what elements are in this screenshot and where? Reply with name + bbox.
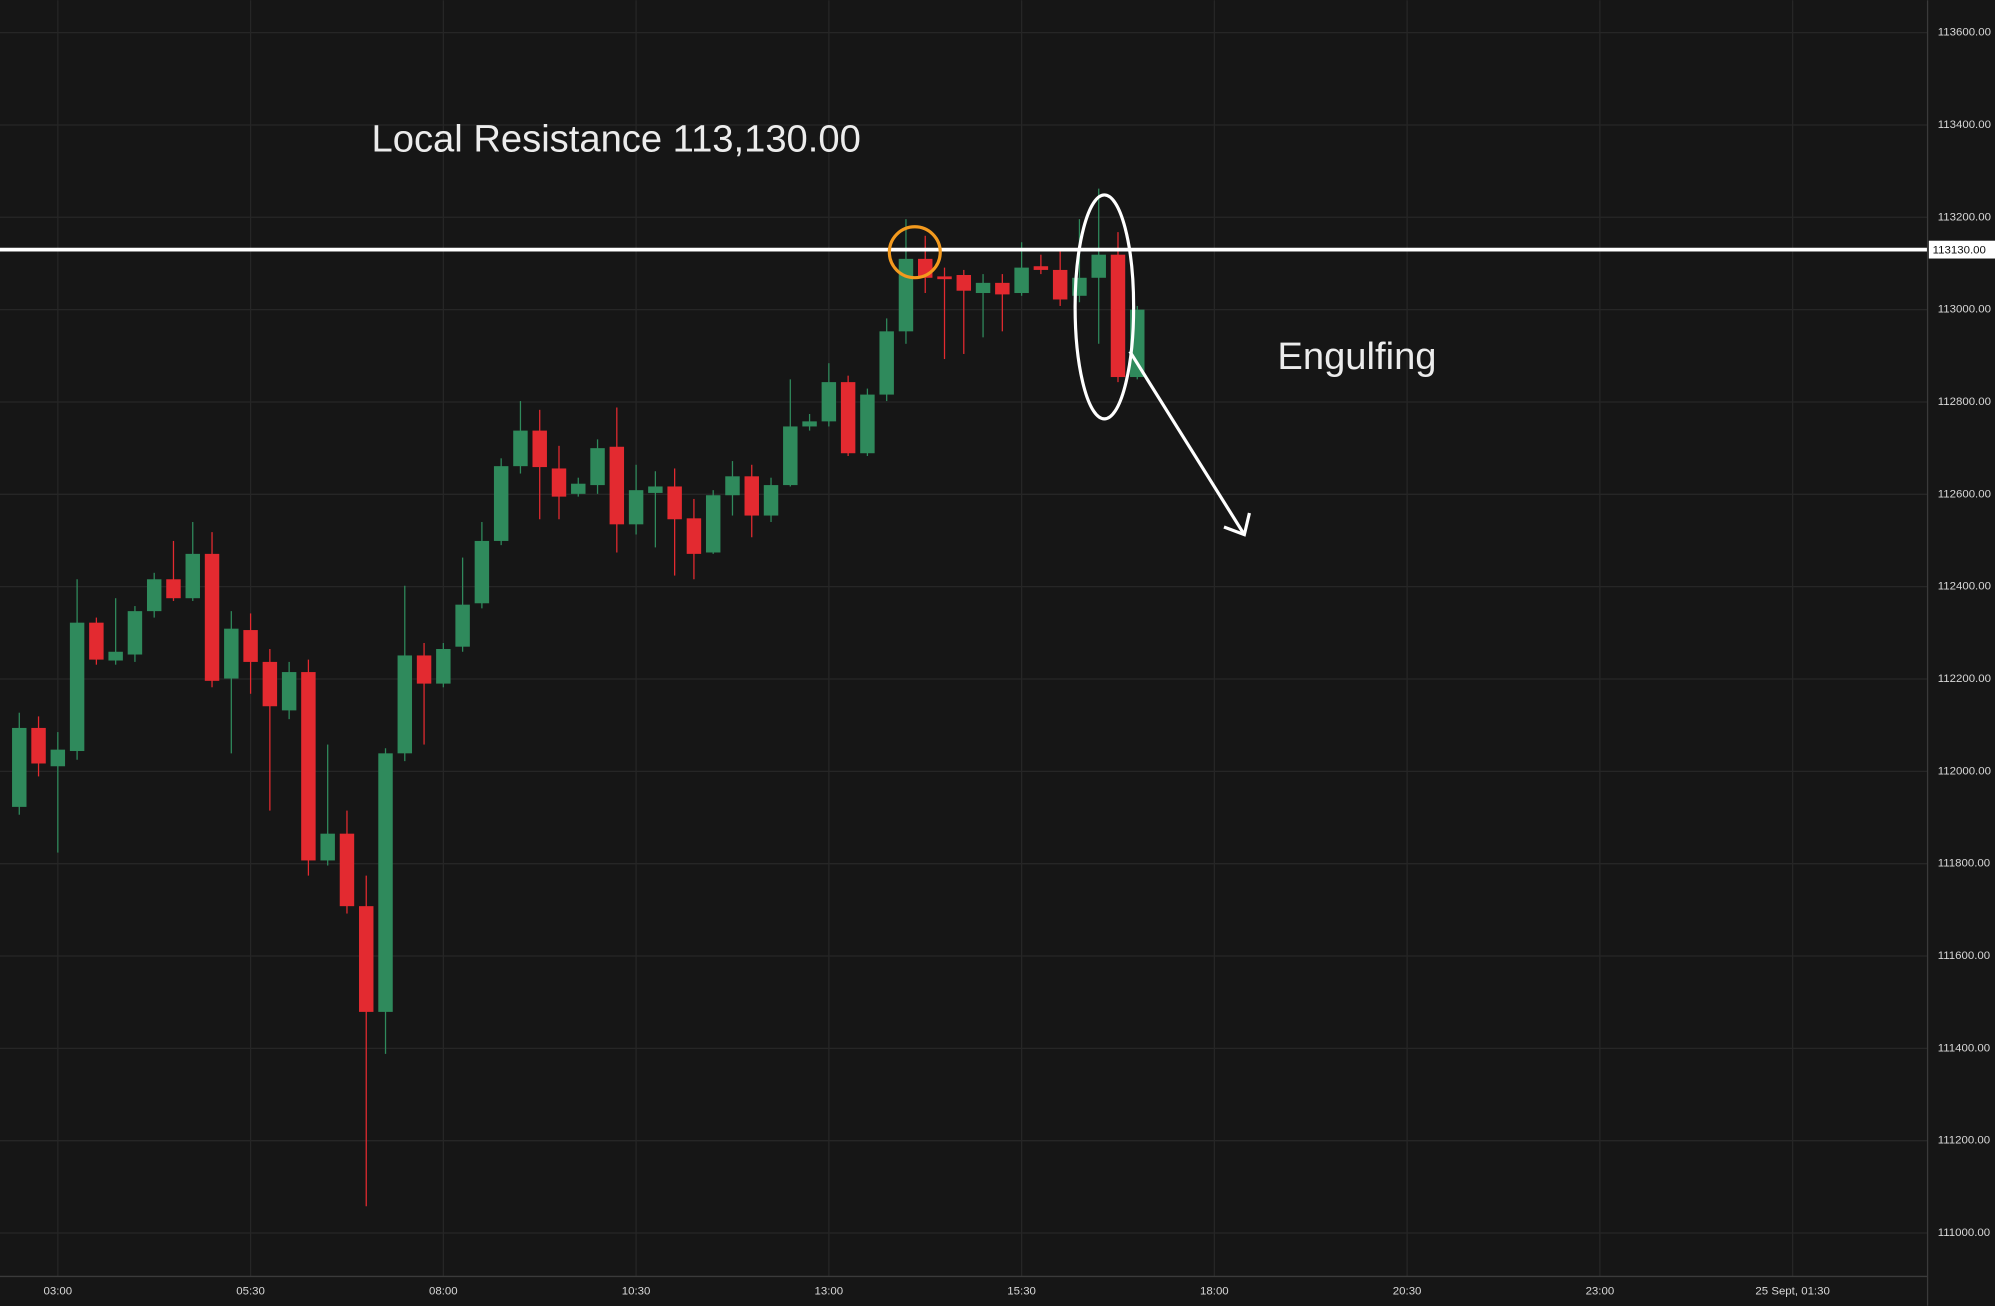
y-tick-label: 111400.00 bbox=[1938, 1042, 1990, 1054]
x-tick-label: 25 Sept, 01:30 bbox=[1755, 1286, 1829, 1298]
y-tick-label: 111600.00 bbox=[1938, 950, 1990, 962]
candle-body bbox=[436, 648, 451, 684]
candle-body bbox=[744, 476, 759, 516]
candle-body bbox=[89, 622, 104, 660]
y-tick-label: 112400.00 bbox=[1938, 581, 1991, 593]
arrow-head bbox=[1223, 512, 1251, 537]
candle-body bbox=[185, 553, 200, 599]
x-tick-label: 05:30 bbox=[236, 1286, 265, 1298]
y-tick-label: 112800.00 bbox=[1938, 396, 1991, 408]
chart-title: Local Resistance 113,130.00 bbox=[372, 118, 861, 161]
candle-body bbox=[513, 430, 528, 467]
price-label-box bbox=[1928, 240, 1995, 259]
candle-body bbox=[493, 466, 509, 541]
candle-body bbox=[127, 611, 143, 655]
candle-body bbox=[879, 331, 894, 395]
arrow-shaft bbox=[1128, 350, 1246, 536]
candle-body bbox=[956, 275, 972, 291]
candle-body bbox=[995, 282, 1010, 295]
candle-body bbox=[821, 382, 837, 422]
grid bbox=[0, 0, 1928, 1277]
y-tick-label: 111200.00 bbox=[1938, 1135, 1990, 1147]
candle-body bbox=[320, 833, 335, 861]
candle-body bbox=[648, 486, 663, 493]
y-tick-label: 112200.00 bbox=[1938, 673, 1991, 685]
candle-body bbox=[1014, 267, 1029, 294]
price-label: 113130.00 bbox=[1933, 244, 1986, 256]
candle-body bbox=[725, 476, 740, 496]
candle-body bbox=[1110, 254, 1126, 378]
highlight-circle bbox=[887, 225, 942, 280]
y-tick-label: 113400.00 bbox=[1938, 119, 1991, 131]
candle-body bbox=[802, 421, 817, 427]
candle-body bbox=[31, 727, 46, 764]
candle-body bbox=[301, 672, 316, 861]
candle-body bbox=[166, 579, 181, 599]
candle-body bbox=[898, 258, 914, 332]
candle-body bbox=[763, 485, 779, 516]
x-tick-label: 03:00 bbox=[44, 1286, 73, 1298]
candle-body bbox=[1091, 254, 1106, 278]
y-tick-label: 111800.00 bbox=[1938, 858, 1990, 870]
candle-body bbox=[686, 518, 702, 554]
candle-body bbox=[378, 753, 393, 1012]
candles bbox=[0, 188, 1928, 1207]
candle-body bbox=[50, 749, 66, 767]
x-tick-label: 18:00 bbox=[1200, 1286, 1229, 1298]
candle-body bbox=[12, 727, 27, 807]
candle-body bbox=[455, 604, 470, 647]
x-tick-label: 20:30 bbox=[1393, 1286, 1422, 1298]
y-tick-label: 113600.00 bbox=[1938, 27, 1991, 39]
x-tick-label: 10:30 bbox=[622, 1286, 651, 1298]
candle-body bbox=[204, 553, 220, 681]
candle-body bbox=[243, 630, 258, 662]
axes: 111000.00 111200.00 111400.00 111600.00 1118… bbox=[44, 27, 1995, 1298]
candle-body bbox=[840, 382, 856, 454]
candle-body bbox=[975, 282, 991, 294]
candle-body bbox=[628, 490, 644, 525]
candle-body bbox=[339, 833, 355, 907]
candle-body bbox=[224, 628, 239, 679]
candle-body bbox=[571, 483, 586, 494]
candle-body bbox=[281, 672, 297, 711]
y-tick-label: 111000.00 bbox=[1938, 1227, 1990, 1239]
candle-body bbox=[937, 276, 952, 280]
candle-body bbox=[667, 486, 682, 520]
candle-body bbox=[474, 540, 490, 604]
y-tick-label: 112000.00 bbox=[1938, 765, 1991, 777]
candle-body bbox=[590, 448, 605, 486]
x-tick-label: 15:30 bbox=[1007, 1286, 1036, 1298]
x-tick-label: 08:00 bbox=[429, 1286, 458, 1298]
x-tick-label: 23:00 bbox=[1586, 1286, 1615, 1298]
candle-body bbox=[262, 661, 278, 707]
candle-body bbox=[551, 468, 567, 497]
candle-body bbox=[532, 430, 547, 468]
candle-body bbox=[1052, 269, 1068, 300]
highlight-ellipse bbox=[1073, 193, 1136, 421]
candle-body bbox=[416, 655, 432, 684]
candle-body bbox=[705, 495, 721, 553]
candle-body bbox=[860, 394, 875, 454]
y-tick-label: 113200.00 bbox=[1938, 211, 1991, 223]
candle-body bbox=[69, 622, 85, 752]
annotation: Engulfing bbox=[1277, 335, 1436, 378]
candle-body bbox=[783, 426, 798, 486]
candle-body bbox=[1033, 266, 1049, 270]
x-tick-label: 13:00 bbox=[815, 1286, 844, 1298]
candle-body bbox=[397, 655, 413, 754]
y-tick-label: 112600.00 bbox=[1938, 488, 1991, 500]
candle-body bbox=[609, 446, 625, 525]
y-tick-label: 113000.00 bbox=[1938, 304, 1991, 316]
candle-body bbox=[146, 579, 162, 612]
candle-body bbox=[108, 651, 123, 661]
candle-body bbox=[359, 906, 374, 1012]
